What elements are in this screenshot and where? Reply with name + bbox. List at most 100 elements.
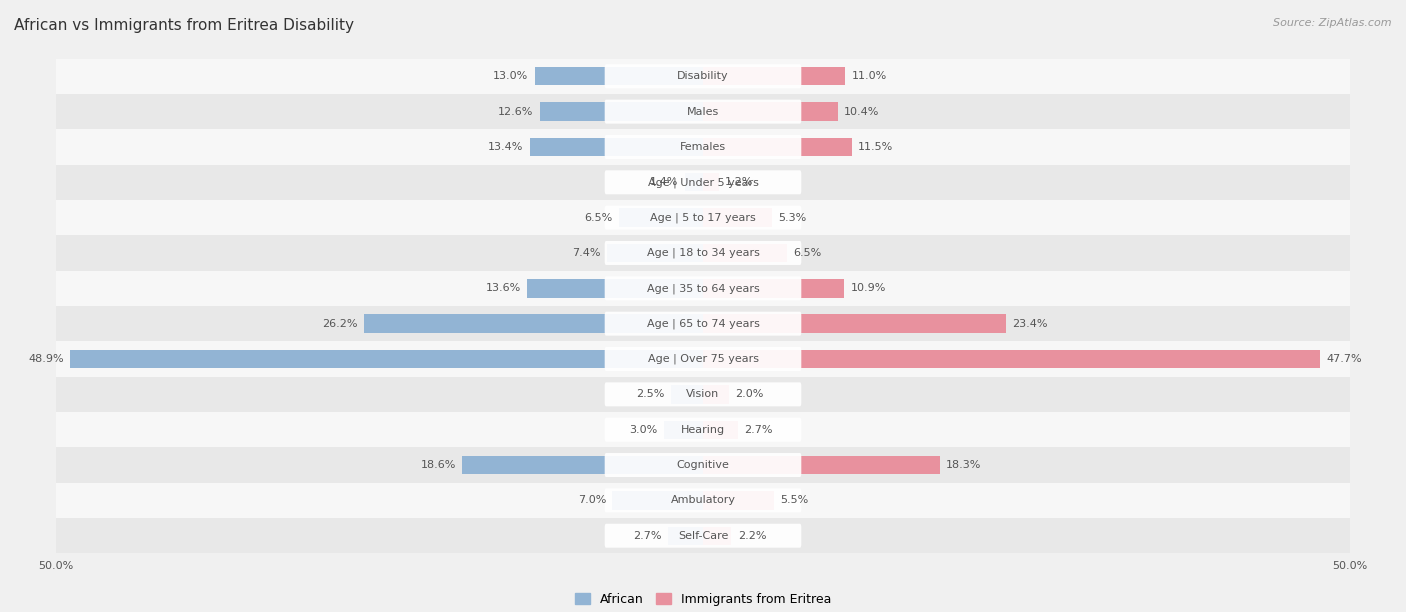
- Text: 47.7%: 47.7%: [1326, 354, 1362, 364]
- Bar: [56, 165, 1350, 200]
- Bar: [56, 341, 1350, 376]
- Text: 18.6%: 18.6%: [420, 460, 456, 470]
- Text: 11.0%: 11.0%: [852, 71, 887, 81]
- Bar: [703, 102, 838, 121]
- FancyBboxPatch shape: [605, 241, 801, 265]
- Text: 12.6%: 12.6%: [498, 106, 533, 117]
- Bar: [703, 315, 1005, 333]
- Bar: [664, 420, 703, 439]
- Bar: [619, 209, 703, 227]
- FancyBboxPatch shape: [605, 135, 801, 159]
- Text: Cognitive: Cognitive: [676, 460, 730, 470]
- Bar: [703, 526, 731, 545]
- Text: Hearing: Hearing: [681, 425, 725, 435]
- Bar: [703, 67, 845, 86]
- Text: 2.0%: 2.0%: [735, 389, 763, 400]
- Text: 10.4%: 10.4%: [844, 106, 879, 117]
- Text: 7.0%: 7.0%: [578, 495, 606, 506]
- Bar: [703, 385, 728, 403]
- Bar: [56, 447, 1350, 483]
- Bar: [703, 244, 787, 262]
- Text: 13.4%: 13.4%: [488, 142, 523, 152]
- FancyBboxPatch shape: [605, 312, 801, 335]
- Text: 5.5%: 5.5%: [780, 495, 808, 506]
- FancyBboxPatch shape: [605, 488, 801, 512]
- Text: 18.3%: 18.3%: [946, 460, 981, 470]
- Text: Age | Over 75 years: Age | Over 75 years: [648, 354, 758, 364]
- Text: 2.7%: 2.7%: [633, 531, 662, 541]
- Bar: [703, 173, 718, 192]
- Text: Females: Females: [681, 142, 725, 152]
- Bar: [56, 376, 1350, 412]
- Bar: [56, 94, 1350, 129]
- Bar: [540, 102, 703, 121]
- Text: Males: Males: [688, 106, 718, 117]
- FancyBboxPatch shape: [605, 524, 801, 548]
- FancyBboxPatch shape: [605, 277, 801, 300]
- FancyBboxPatch shape: [605, 170, 801, 194]
- Bar: [703, 491, 775, 510]
- Bar: [703, 456, 939, 474]
- Bar: [613, 491, 703, 510]
- FancyBboxPatch shape: [605, 206, 801, 230]
- Bar: [703, 350, 1320, 368]
- Text: 7.4%: 7.4%: [572, 248, 600, 258]
- Bar: [534, 67, 703, 86]
- Bar: [671, 385, 703, 403]
- Bar: [527, 279, 703, 297]
- Bar: [56, 59, 1350, 94]
- Bar: [607, 244, 703, 262]
- Bar: [703, 209, 772, 227]
- Bar: [364, 315, 703, 333]
- Bar: [56, 200, 1350, 236]
- Text: 6.5%: 6.5%: [585, 212, 613, 223]
- Text: 23.4%: 23.4%: [1012, 319, 1047, 329]
- FancyBboxPatch shape: [605, 347, 801, 371]
- Bar: [668, 526, 703, 545]
- FancyBboxPatch shape: [605, 453, 801, 477]
- Text: 13.0%: 13.0%: [494, 71, 529, 81]
- Bar: [56, 129, 1350, 165]
- Text: African vs Immigrants from Eritrea Disability: African vs Immigrants from Eritrea Disab…: [14, 18, 354, 34]
- Text: Self-Care: Self-Care: [678, 531, 728, 541]
- Bar: [56, 271, 1350, 306]
- Bar: [463, 456, 703, 474]
- Text: 2.7%: 2.7%: [744, 425, 773, 435]
- Bar: [703, 279, 844, 297]
- Text: 2.5%: 2.5%: [636, 389, 664, 400]
- Text: Age | 35 to 64 years: Age | 35 to 64 years: [647, 283, 759, 294]
- Bar: [56, 236, 1350, 271]
- Text: 48.9%: 48.9%: [28, 354, 65, 364]
- Text: 11.5%: 11.5%: [858, 142, 893, 152]
- Text: Disability: Disability: [678, 71, 728, 81]
- FancyBboxPatch shape: [605, 418, 801, 442]
- Bar: [56, 412, 1350, 447]
- Text: Age | 5 to 17 years: Age | 5 to 17 years: [650, 212, 756, 223]
- FancyBboxPatch shape: [605, 100, 801, 124]
- Bar: [56, 483, 1350, 518]
- Text: 5.3%: 5.3%: [778, 212, 806, 223]
- Bar: [703, 138, 852, 156]
- Bar: [56, 306, 1350, 341]
- Bar: [56, 518, 1350, 553]
- Text: 1.2%: 1.2%: [725, 177, 754, 187]
- Text: 10.9%: 10.9%: [851, 283, 886, 293]
- FancyBboxPatch shape: [605, 64, 801, 88]
- Bar: [530, 138, 703, 156]
- Text: 2.2%: 2.2%: [738, 531, 766, 541]
- Text: 13.6%: 13.6%: [485, 283, 520, 293]
- Bar: [685, 173, 703, 192]
- Text: Age | 65 to 74 years: Age | 65 to 74 years: [647, 318, 759, 329]
- Text: Vision: Vision: [686, 389, 720, 400]
- Text: 6.5%: 6.5%: [793, 248, 821, 258]
- Text: Ambulatory: Ambulatory: [671, 495, 735, 506]
- Text: Age | 18 to 34 years: Age | 18 to 34 years: [647, 248, 759, 258]
- Legend: African, Immigrants from Eritrea: African, Immigrants from Eritrea: [569, 588, 837, 611]
- Text: Source: ZipAtlas.com: Source: ZipAtlas.com: [1274, 18, 1392, 28]
- Text: Age | Under 5 years: Age | Under 5 years: [648, 177, 758, 187]
- Text: 26.2%: 26.2%: [322, 319, 357, 329]
- Text: 3.0%: 3.0%: [630, 425, 658, 435]
- Text: 1.4%: 1.4%: [650, 177, 679, 187]
- Bar: [703, 420, 738, 439]
- FancyBboxPatch shape: [605, 382, 801, 406]
